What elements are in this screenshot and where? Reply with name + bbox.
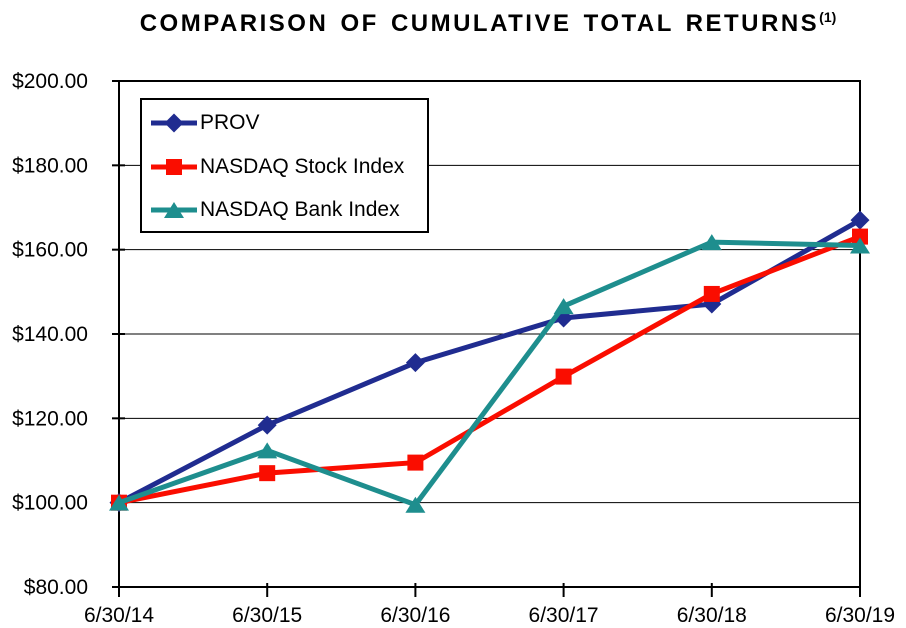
- legend-prov-diamond-icon: [151, 113, 197, 133]
- y-axis-label: $200.00: [12, 70, 88, 93]
- diamond-marker: [405, 353, 425, 373]
- square-marker: [407, 454, 424, 471]
- y-axis-label: $140.00: [12, 323, 88, 346]
- x-axis-label: 6/30/19: [825, 604, 895, 627]
- series-nasdaq-bank-index: [109, 234, 870, 513]
- triangle-marker: [109, 494, 129, 511]
- legend-square-marker: [166, 158, 182, 175]
- legend-item-nasdaq-stock-index: NASDAQ Stock Index: [150, 153, 423, 181]
- chart-title-text: COMPARISON OF CUMULATIVE TOTAL RETURNS: [139, 10, 820, 37]
- legend-nasdaq-bank-index-triangle-icon: [151, 202, 197, 218]
- x-axis-label: 6/30/17: [529, 604, 599, 627]
- x-axis-label: 6/30/15: [232, 604, 302, 627]
- x-axis-label: 6/30/18: [677, 604, 747, 627]
- legend-item-nasdaq-bank-index: NASDAQ Bank Index: [150, 196, 423, 224]
- chart-title: COMPARISON OF CUMULATIVE TOTAL RETURNS(1…: [70, 2, 906, 39]
- triangle-marker: [701, 234, 722, 251]
- chart-title-footnote-marker: (1): [819, 9, 837, 25]
- y-axis-label: $100.00: [12, 492, 88, 515]
- square-marker: [852, 228, 868, 245]
- legend-triangle-marker: [164, 202, 184, 218]
- legend-item-prov: PROV: [150, 109, 423, 137]
- legend-label-nasdaq-bank-index: NASDAQ Bank Index: [200, 198, 400, 221]
- square-marker: [555, 368, 572, 385]
- diamond-marker: [257, 415, 277, 435]
- y-axis-label: $80.00: [24, 576, 88, 599]
- y-axis-label: $120.00: [12, 407, 88, 430]
- legend-diamond-marker: [164, 113, 184, 133]
- square-marker: [703, 285, 720, 302]
- triangle-marker: [405, 496, 426, 513]
- legend-label-prov: PROV: [200, 111, 260, 134]
- triangle-marker: [257, 442, 278, 459]
- diamond-marker: [850, 210, 870, 230]
- square-marker: [259, 465, 276, 482]
- triangle-marker: [553, 298, 574, 315]
- series-nasdaq-stock-index: [111, 228, 868, 511]
- legend-nasdaq-stock-index-square-icon: [151, 158, 197, 175]
- series-line-prov: [117, 217, 862, 505]
- x-axis-label: 6/30/14: [84, 604, 154, 627]
- triangle-marker: [850, 237, 870, 254]
- legend-label-nasdaq-stock-index: NASDAQ Stock Index: [200, 154, 405, 178]
- series-line-nasdaq-bank-index: [118, 239, 861, 508]
- chart-legend: PROV NASDAQ Stock Index NASDAQ Bank Inde…: [140, 98, 429, 233]
- x-axis-label: 6/30/16: [380, 604, 450, 627]
- y-axis-label: $160.00: [12, 239, 88, 262]
- y-axis-label: $180.00: [12, 154, 88, 177]
- series-line-nasdaq-stock-index: [118, 234, 861, 506]
